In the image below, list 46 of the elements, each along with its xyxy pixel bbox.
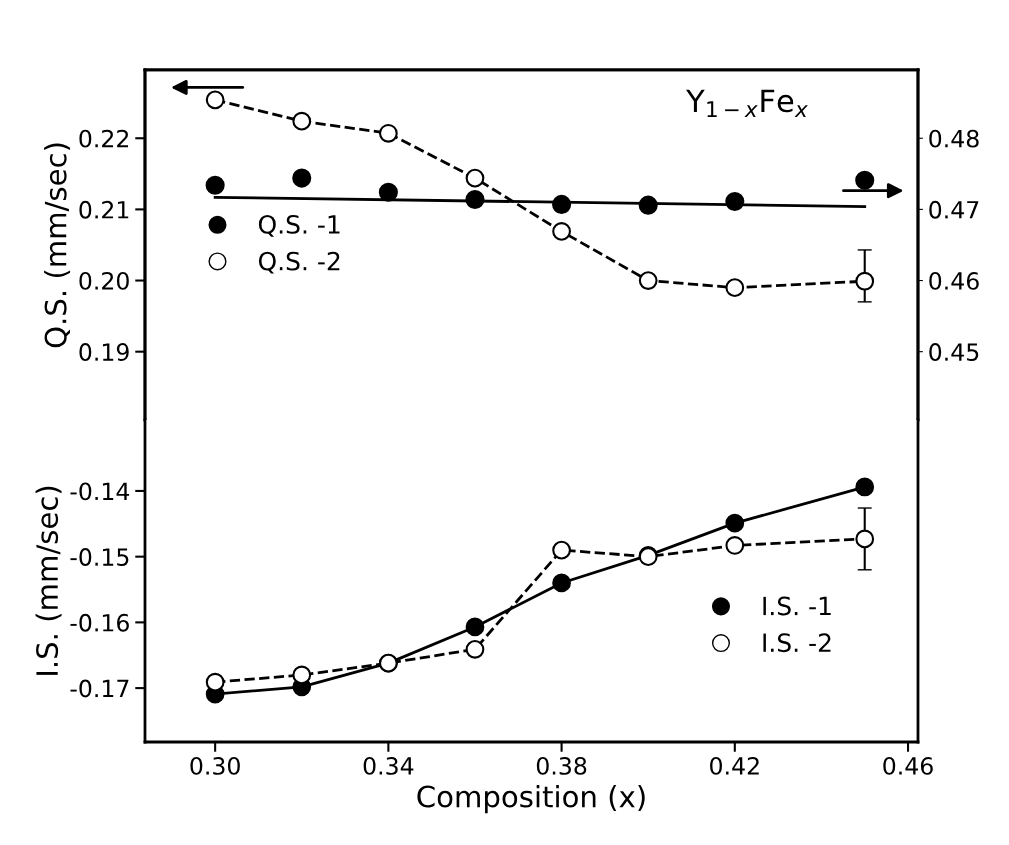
point [855,477,875,497]
y-axis-title: Q.S. (mm/sec) [44,143,71,348]
point [552,573,571,593]
point [378,123,398,143]
y-axis-title: I.S. (mm/sec) [35,486,62,675]
y-tick-label: 0.19 [79,343,129,361]
y-tick-label: 0.21 [79,200,129,219]
point [552,222,571,241]
point [725,536,745,555]
y2-tick-label: 0.45 [929,343,979,361]
point [465,617,485,637]
y-tick-label: 0.22 [79,129,129,148]
y-tick-label: -0.15 [70,548,129,566]
point [725,513,745,533]
point [292,168,312,188]
y-tick-label: -0.17 [70,679,129,698]
point [205,90,225,110]
point [292,665,312,685]
x-tick-label: 0.46 [883,756,933,775]
x-tick-label: 0.38 [536,756,587,775]
point [465,168,485,188]
point [725,278,745,298]
legend-label: Q.S. -1 [258,214,340,237]
point [855,529,875,549]
point [292,111,312,131]
y2-tick-label: 0.47 [929,200,979,219]
x-tick-label: 0.42 [710,756,759,775]
y-tick-label: -0.14 [70,482,130,501]
point [855,170,875,190]
annotation: Y$_{1−x}$Fe$_{x}$ [686,89,808,117]
x-tick-label: 0.34 [363,756,414,775]
legend-label: I.S. -1 [763,596,831,616]
point [552,540,571,560]
point [638,271,658,290]
point [205,672,225,692]
y2-tick-label: 0.48 [929,129,979,148]
x-tick-label: 0.30 [190,756,240,775]
y-tick-label: -0.16 [70,613,129,632]
point [465,639,485,659]
legend-label: Q.S. -2 [258,251,340,274]
point [205,175,225,195]
y2-tick-label: 0.46 [929,271,979,290]
point [855,271,875,291]
legend-label: I.S. -2 [763,633,831,653]
y-tick-label: 0.20 [79,271,129,290]
x-axis-title: Composition (x) [417,784,645,814]
